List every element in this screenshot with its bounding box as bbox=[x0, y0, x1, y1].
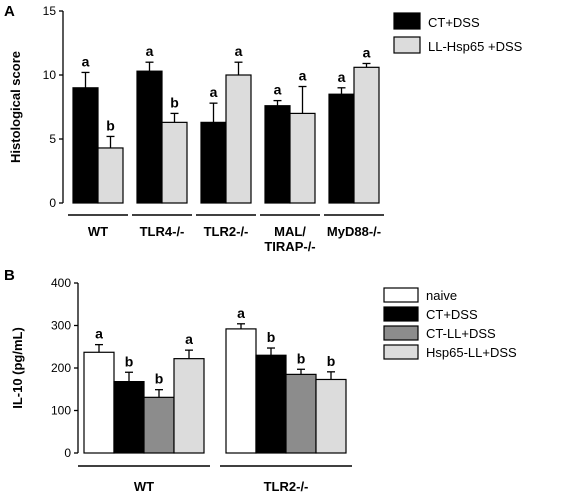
legend-swatch bbox=[393, 12, 421, 30]
bar bbox=[225, 328, 257, 454]
bar bbox=[315, 378, 347, 454]
y-tick-label: 10 bbox=[43, 68, 57, 82]
significance-label: a bbox=[146, 43, 154, 59]
significance-label: a bbox=[237, 305, 245, 321]
legend-label: CT+DSS bbox=[428, 15, 480, 30]
bar bbox=[113, 381, 145, 454]
bar bbox=[143, 396, 175, 454]
bar bbox=[264, 105, 291, 204]
bar bbox=[72, 87, 99, 204]
legend-label: Hsp65-LL+DSS bbox=[426, 345, 517, 360]
y-tick-label: 300 bbox=[51, 319, 71, 333]
panel-b-chart: B IL-10 (pg/mL) 0 100 200 300 400 a b b a WT a b b b TL… bbox=[4, 267, 517, 494]
category-label: TIRAP-/- bbox=[264, 239, 315, 254]
legend-label: naive bbox=[426, 288, 457, 303]
significance-label: a bbox=[95, 326, 103, 342]
legend-swatch bbox=[393, 36, 421, 54]
significance-label: a bbox=[235, 43, 243, 59]
category-label: TLR4-/- bbox=[140, 224, 185, 239]
category-label: TLR2-/- bbox=[264, 479, 309, 494]
category-label: TLR2-/- bbox=[204, 224, 249, 239]
y-tick-label: 5 bbox=[49, 132, 56, 146]
category-label: WT bbox=[88, 224, 108, 239]
legend-label: LL-Hsp65 +DSS bbox=[428, 39, 523, 54]
significance-label: b bbox=[170, 94, 179, 110]
category-label: WT bbox=[134, 479, 154, 494]
legend-swatch bbox=[383, 344, 419, 360]
category-label: MAL/ bbox=[274, 224, 306, 239]
y-axis-label: Histological score bbox=[8, 51, 23, 163]
y-tick-label: 0 bbox=[49, 196, 56, 210]
y-tick-label: 400 bbox=[51, 276, 71, 290]
panel-a-chart: A Histological score 0 5 10 15 a b WT a b TLR4-/- a… bbox=[4, 3, 523, 254]
significance-label: a bbox=[185, 331, 193, 347]
significance-label: b bbox=[267, 329, 276, 345]
panel-a-letter: A bbox=[4, 3, 15, 20]
significance-label: b bbox=[106, 117, 115, 133]
panel-b-letter: B bbox=[4, 267, 15, 284]
y-tick-label: 15 bbox=[43, 4, 57, 18]
bar bbox=[83, 351, 115, 454]
bar bbox=[255, 354, 287, 454]
significance-label: b bbox=[125, 353, 134, 369]
significance-label: b bbox=[297, 350, 306, 366]
legend-swatch bbox=[383, 306, 419, 322]
bar bbox=[225, 74, 252, 204]
y-tick-label: 200 bbox=[51, 361, 71, 375]
category-label: MyD88-/- bbox=[327, 224, 381, 239]
y-tick-label: 0 bbox=[64, 446, 71, 460]
bar bbox=[289, 112, 316, 204]
bar bbox=[173, 358, 205, 454]
y-tick-label: 100 bbox=[51, 404, 71, 418]
significance-label: b bbox=[155, 371, 164, 387]
y-axis-label: IL-10 (pg/mL) bbox=[10, 327, 25, 409]
bar bbox=[353, 66, 380, 204]
significance-label: a bbox=[299, 68, 307, 84]
significance-label: b bbox=[327, 353, 336, 369]
bar bbox=[97, 147, 124, 204]
bar bbox=[285, 373, 317, 454]
bar bbox=[161, 121, 188, 204]
significance-label: a bbox=[363, 44, 371, 60]
legend-swatch bbox=[383, 287, 419, 303]
significance-label: a bbox=[274, 82, 282, 98]
significance-label: a bbox=[210, 84, 218, 100]
bar bbox=[328, 93, 355, 204]
legend-label: CT-LL+DSS bbox=[426, 326, 496, 341]
significance-label: a bbox=[338, 69, 346, 85]
bar bbox=[136, 70, 163, 204]
significance-label: a bbox=[82, 53, 90, 69]
bar bbox=[200, 121, 227, 204]
legend-swatch bbox=[383, 325, 419, 341]
legend-label: CT+DSS bbox=[426, 307, 478, 322]
